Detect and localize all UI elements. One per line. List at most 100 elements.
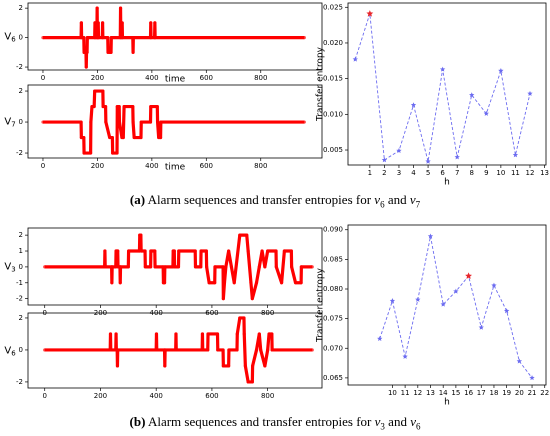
sequence-point <box>227 249 231 253</box>
sequence-point <box>254 348 259 352</box>
sequence-point <box>249 281 253 285</box>
y-tick-label: 2 <box>19 4 23 12</box>
sequence-point <box>155 348 159 352</box>
te-point <box>415 296 421 302</box>
sequence-point <box>118 6 123 10</box>
x-tick-label: 7 <box>455 169 459 177</box>
x-tick-label: 4 <box>411 169 416 177</box>
y-tick-label: 2 <box>19 231 23 239</box>
sequence-point <box>246 249 250 253</box>
plot-frame <box>27 2 323 71</box>
y-axis-label-sub: 6 <box>11 36 16 44</box>
sequence-point <box>84 65 88 69</box>
sequence-point <box>79 21 83 25</box>
x-tick-label: 13 <box>540 169 549 177</box>
sequence-point <box>139 233 143 237</box>
y-tick-label: 0.090 <box>323 226 343 234</box>
te-point <box>396 147 402 153</box>
x-tick-label: 11 <box>511 169 520 177</box>
sequence-point <box>263 265 267 269</box>
sequence-point <box>93 89 97 93</box>
te-point <box>503 308 510 314</box>
sequence-point <box>155 120 160 124</box>
y-tick-label: -1 <box>16 279 23 287</box>
sequence-point <box>290 265 294 269</box>
sequence-point <box>116 249 120 253</box>
x-tick-label: 200 <box>91 162 104 170</box>
te-point <box>352 56 358 62</box>
sequence-point <box>293 281 298 285</box>
sequence-point <box>221 265 225 269</box>
sequence-point <box>221 364 225 368</box>
x-axis-label: time <box>165 163 186 173</box>
sequence-point <box>103 249 107 253</box>
sequence-point <box>289 249 293 253</box>
y-tick-label: 0.075 <box>323 315 343 323</box>
sequence-point <box>131 36 135 40</box>
y-axis-label-name: V <box>4 262 11 273</box>
y-tick-label: 0 <box>19 263 23 271</box>
x-tick-label: 200 <box>94 392 107 400</box>
sequence-point <box>117 104 121 109</box>
te-point <box>425 158 431 164</box>
x-axis-label: h <box>444 178 450 188</box>
sequence-point <box>254 281 259 285</box>
sequence-point <box>126 265 130 269</box>
sequence-point <box>118 265 123 269</box>
x-tick-label: 18 <box>490 389 499 397</box>
sequence-point <box>104 120 108 124</box>
y-axis-label-name: V <box>4 117 11 128</box>
sequence-point <box>310 265 314 269</box>
x-tick-label: 15 <box>451 389 460 397</box>
sequence-point <box>127 249 131 253</box>
sequence-point <box>155 104 159 109</box>
sequence-point <box>227 348 231 352</box>
sequence-point <box>89 151 93 155</box>
y-tick-label: 0.065 <box>323 374 343 382</box>
sequence-point <box>205 265 209 269</box>
sequence-point <box>204 249 208 253</box>
caption-text: Alarm sequences and transfer entropies f… <box>147 414 372 429</box>
te-point <box>440 301 446 307</box>
sequence-point <box>310 348 314 352</box>
sequence-point <box>257 265 261 269</box>
sequence-point <box>172 249 176 253</box>
te-point <box>527 90 533 96</box>
sequence-point <box>96 36 101 40</box>
var-sub: 7 <box>415 199 421 210</box>
sequence-point <box>120 21 124 25</box>
caption-conj: and <box>388 414 407 429</box>
y-axis-label-sub: 7 <box>11 121 15 129</box>
sequence-point <box>82 36 86 40</box>
te-point <box>483 110 489 116</box>
sequence-point <box>122 104 126 109</box>
te-point <box>453 288 459 294</box>
sequence-point <box>299 281 303 285</box>
plot-frame <box>27 227 323 306</box>
sequence-point <box>79 135 83 140</box>
sequence-point <box>109 36 114 40</box>
sequence-point <box>299 265 303 269</box>
x-tick-label: 16 <box>464 389 473 397</box>
y-axis-label-sub: 6 <box>11 350 16 358</box>
x-tick-label: 600 <box>205 392 218 400</box>
sequence-point <box>159 120 163 124</box>
x-tick-label: 400 <box>150 392 163 400</box>
te-point <box>439 66 446 72</box>
sequence-point <box>131 104 135 109</box>
sequence-point <box>257 332 261 336</box>
sequence-point <box>246 380 250 384</box>
sequence-point <box>153 265 157 269</box>
x-tick-label: 12 <box>526 169 535 177</box>
sequence-point <box>101 104 105 109</box>
sequence-point <box>274 249 278 253</box>
sequence-point <box>235 348 239 352</box>
sequence-point <box>96 21 100 25</box>
sequence-point <box>131 120 135 124</box>
sequence-point <box>139 249 143 253</box>
x-tick-label: 12 <box>413 389 422 397</box>
te-point <box>402 353 408 359</box>
sequence-point <box>266 249 270 253</box>
te-point <box>381 157 388 163</box>
x-tick-label: 0 <box>42 392 46 400</box>
